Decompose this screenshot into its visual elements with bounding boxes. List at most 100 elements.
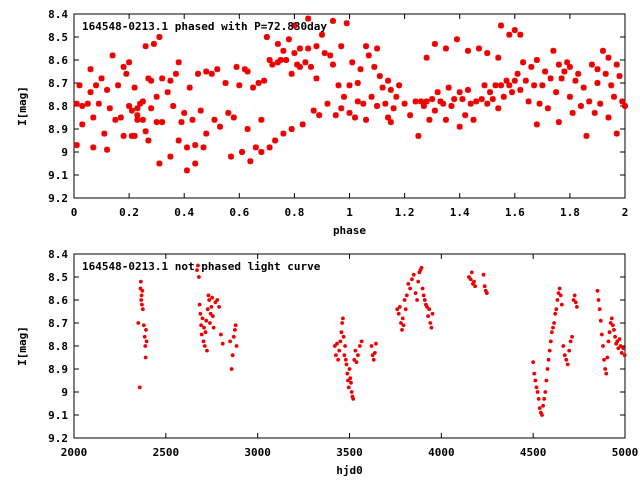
phased-data-point — [263, 34, 270, 40]
unphased-data-point — [229, 367, 234, 371]
phased-data-point — [280, 47, 287, 54]
phased-data-point — [183, 144, 190, 151]
unphased-data-point — [428, 321, 433, 325]
unphased-data-point — [545, 367, 550, 371]
phased-data-point — [374, 45, 381, 52]
phased-data-point — [357, 66, 364, 73]
unphased-data-point — [612, 328, 616, 332]
unphased-data-point — [140, 307, 145, 312]
unphased-data-point — [429, 325, 434, 330]
phased-data-point — [250, 84, 257, 91]
phased-data-point — [302, 59, 309, 66]
unphased-data-point — [419, 265, 424, 270]
phased-data-point — [329, 61, 336, 68]
unphased-data-point — [421, 293, 426, 298]
unphased-data-point — [143, 355, 148, 360]
phased-data-point — [172, 70, 179, 77]
unphased-data-point — [205, 307, 210, 312]
unphased-data-point — [139, 298, 144, 302]
phased-data-point — [605, 114, 612, 121]
unphased-data-point — [209, 305, 214, 309]
unphased-data-point — [621, 346, 626, 351]
unphased-data-point — [334, 353, 338, 358]
unphased-data-point — [472, 279, 476, 284]
phased-data-point — [594, 80, 601, 86]
phased-data-point — [401, 100, 408, 107]
phased-data-point — [387, 119, 394, 126]
unphased-data-point — [410, 277, 414, 282]
unphased-data-point — [342, 353, 347, 358]
phased-data-point — [467, 100, 474, 107]
unphased-y-tick-label: 8.4 — [48, 248, 68, 261]
phased-data-point — [178, 119, 185, 126]
unphased-data-point — [359, 339, 364, 344]
unphased-data-point — [619, 351, 624, 355]
phased-data-point — [186, 84, 193, 91]
phased-data-point — [79, 103, 86, 109]
unphased-data-point — [598, 318, 603, 323]
phased-data-point — [564, 59, 571, 66]
unphased-data-point — [217, 305, 221, 309]
phased-data-point — [453, 36, 460, 43]
phased-data-point — [318, 31, 325, 38]
unphased-data-point — [219, 332, 223, 337]
phased-data-point — [489, 96, 496, 103]
unphased-data-point — [402, 298, 407, 302]
unphased-data-point — [340, 321, 345, 325]
phased-data-point — [591, 109, 598, 116]
phased-data-point — [473, 98, 480, 105]
phased-data-point — [588, 61, 595, 68]
unphased-data-point — [357, 344, 362, 348]
unphased-points — [136, 263, 627, 417]
phased-data-point — [123, 70, 130, 77]
unphased-data-point — [531, 360, 536, 364]
phased-data-point — [153, 119, 160, 126]
phased-data-point — [431, 107, 438, 114]
phased-data-point — [462, 112, 469, 119]
unphased-data-point — [427, 307, 432, 312]
unphased-data-point — [570, 334, 575, 339]
phased-data-point — [214, 66, 221, 73]
phased-data-point — [277, 57, 284, 63]
phased-data-point — [340, 93, 347, 100]
unphased-data-point — [481, 272, 486, 277]
phased-data-point — [208, 70, 215, 77]
phased-data-point — [305, 15, 312, 22]
phased-data-point — [349, 59, 356, 66]
phased-data-point — [558, 75, 565, 82]
unphased-y-tick-label: 8.7 — [48, 317, 68, 330]
phased-points — [73, 15, 628, 174]
phased-data-point — [445, 84, 452, 91]
phased-data-point — [511, 27, 518, 34]
phased-x-tick-label: 1.8 — [560, 206, 580, 219]
unphased-data-point — [595, 288, 600, 293]
unphased-data-point — [203, 330, 208, 335]
unphased-data-point — [552, 321, 557, 325]
unphased-data-point — [140, 302, 144, 307]
phased-data-point — [313, 75, 320, 82]
phased-data-point — [577, 103, 584, 109]
phased-y-tick-label: 8.5 — [48, 31, 68, 44]
unphased-data-point — [340, 316, 345, 321]
phased-data-point — [288, 126, 295, 132]
phased-data-point — [492, 82, 499, 89]
phased-data-point — [498, 82, 505, 89]
phased-data-point — [533, 121, 540, 128]
unphased-data-point — [138, 279, 143, 284]
unphased-data-point — [416, 279, 421, 284]
phased-data-point — [156, 34, 163, 40]
phased-data-point — [225, 109, 232, 116]
unphased-data-point — [420, 286, 425, 291]
phased-data-point — [310, 107, 317, 114]
phased-data-point — [553, 89, 560, 96]
phased-data-point — [616, 73, 623, 80]
phased-data-point — [313, 43, 320, 50]
phased-data-point — [434, 89, 441, 96]
phased-data-point — [175, 59, 182, 66]
phased-data-point — [338, 105, 345, 112]
unphased-data-point — [199, 332, 204, 337]
phased-data-point — [484, 50, 491, 57]
phased-data-point — [258, 116, 265, 123]
phased-data-point — [230, 114, 237, 121]
